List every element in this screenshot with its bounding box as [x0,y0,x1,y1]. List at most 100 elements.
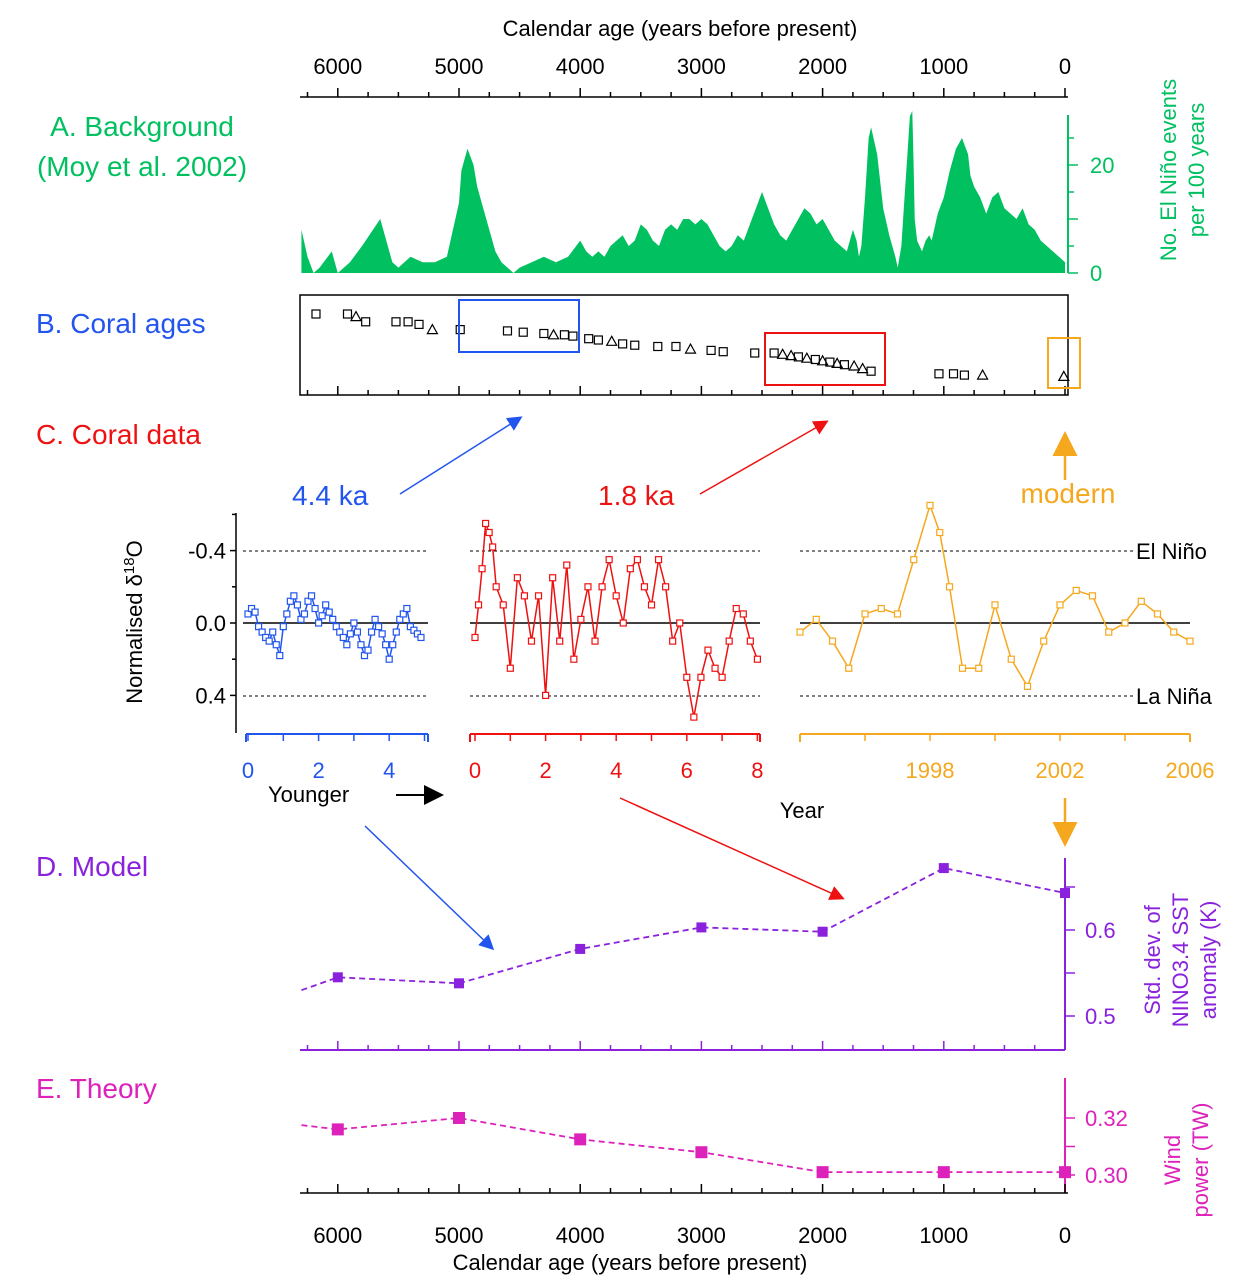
d-ytick-label: 0.5 [1085,1004,1116,1029]
coral-age-triangle [349,310,362,322]
coral-data-point [936,528,944,537]
coral-age-square [630,340,640,350]
coral-age-square [718,347,728,357]
coral-age-square [539,328,549,339]
coral-data-point [612,592,620,600]
coral-data-point [1105,628,1113,636]
theory-point [574,1133,587,1146]
coral-age-square [934,369,944,379]
coral-data-point [828,637,837,645]
model-point [575,943,586,954]
coral-age-square [568,331,578,341]
coral-age-triangle [547,328,560,340]
c-xtick-label: 2 [312,758,324,783]
panel-c-title: C. Coral data [36,419,201,450]
panel-b: B. Coral ages [36,294,1081,396]
red-x-axis: 0 2 4 6 8 [469,733,764,783]
coral-data-point [350,619,358,627]
coral-data-point [272,641,280,649]
coral-data-point [676,619,684,627]
top-axis: Calendar age (years before present) 6000… [300,16,1071,98]
coral-data-point [697,673,705,681]
coral-data-point [417,633,425,642]
coral-data-point [385,655,393,663]
coral-data-point [403,604,411,613]
younger-label: Younger [268,782,349,807]
coral-age-triangle [426,323,439,335]
theory-point [331,1123,344,1136]
coral-data-point [1040,637,1048,645]
age-tick-label: 1000 [919,54,968,79]
e-ytick-label: 0.30 [1085,1163,1128,1188]
coral-data-point [541,691,550,700]
coral-age-square [618,339,628,349]
coral-data-point [718,673,726,681]
orange-selection-box [1047,337,1081,389]
coral-age-triangle [816,354,829,366]
panel-a: A. Background (Moy et al. 2002) 0 20 No. … [37,79,1209,286]
coral-data-point [683,673,691,681]
age-tick-label: 5000 [435,54,484,79]
coral-data-point [711,664,719,672]
coral-age-square [502,326,513,336]
theory-point [1059,1166,1071,1179]
coral-data-point [577,615,585,623]
age-tick-label: 5000 [435,1223,484,1248]
c-xtick-label: 2006 [1166,758,1215,783]
coral-data-point [367,628,376,636]
panel-c: C. Coral data 4.4 ka 1.8 ka modern -0.4 0… [36,416,1215,951]
coral-data-point [910,556,918,564]
c-xtick-label: 2002 [1036,758,1085,783]
c-ytick-label: 0.0 [195,611,226,636]
c-xtick-label: 0 [469,758,481,783]
coral-data-point [739,610,747,618]
coral-data-point [926,501,934,509]
label-1-8-ka: 1.8 ka [598,480,675,511]
la-nina-label: La Niña [1136,684,1213,709]
coral-age-triangle [1057,370,1070,381]
age-tick-label: 3000 [677,1223,726,1248]
coral-age-triangle [776,348,789,359]
panel-d-ylabel-line2: NINO3.4 SST [1168,893,1193,1027]
coral-data-point [893,610,902,618]
coral-data-point [991,601,999,609]
theory-point [453,1112,465,1124]
model-point [1060,888,1070,899]
coral-data-point [307,592,316,600]
coral-data-point [378,630,386,638]
model-point [696,922,707,933]
coral-data-point [478,565,486,573]
coral-data-point [556,637,564,645]
panel-e: E. Theory 0.30 0.32 Wind power (TW) [36,1073,1213,1217]
e-ytick-label: 0.32 [1085,1106,1128,1131]
c-xtick-label: 1998 [906,758,955,783]
c-xtick-label: 2 [539,758,551,783]
age-tick-label: 3000 [677,54,726,79]
c-xtick-label: 8 [751,758,763,783]
coral-age-triangle [976,368,989,380]
model-point [454,978,464,989]
coral-data-point [290,592,298,600]
coral-data-point [375,623,383,631]
blue-x-axis: 0 2 4 [242,733,429,783]
bottom-axis: 6000 5000 4000 3000 2000 1000 0 Calendar age (… [300,1184,1071,1275]
coral-age-square [653,341,663,352]
coral-data-point [690,713,698,721]
coral-age-square [750,348,760,358]
panel-a-ylabel-line1: No. El Niño events [1156,79,1181,261]
year-label: Year [780,798,824,823]
age-tick-label: 6000 [313,1223,362,1248]
top-axis-label: Calendar age (years before present) [503,16,858,41]
c-ytick-label: -0.4 [188,539,226,564]
panel-e-title: E. Theory [36,1073,157,1104]
panel-a-title-line2: (Moy et al. 2002) [37,151,247,182]
coral-data-point [343,641,351,649]
coral-age-square [825,357,835,367]
coral-age-square [769,348,779,358]
c-xtick-label: 4 [610,758,622,783]
age-tick-label: 6000 [313,54,362,79]
coral-data-point [325,608,333,616]
coral-data-point [489,543,497,551]
coral-data-point [1007,655,1015,663]
coral-age-square [671,341,681,352]
